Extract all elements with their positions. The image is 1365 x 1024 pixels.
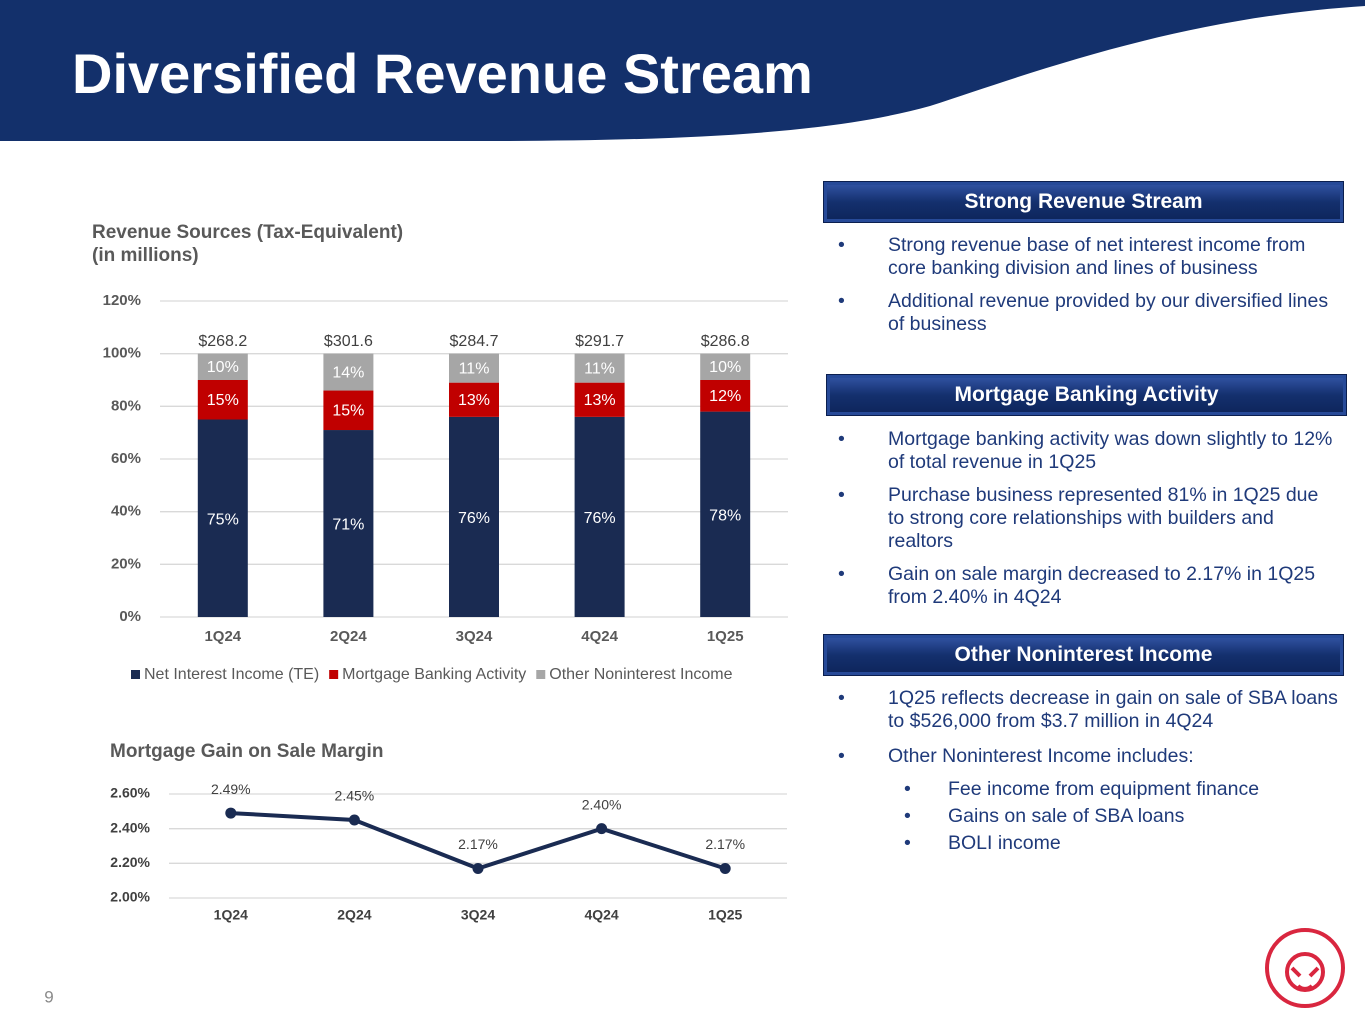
data-label: 2.40% <box>582 796 622 812</box>
bar-segment <box>700 380 751 412</box>
y-tick-label: 80% <box>111 397 141 414</box>
x-tick-label: 3Q24 <box>456 628 493 645</box>
bar-segment <box>700 353 751 380</box>
legend-swatch <box>329 670 339 679</box>
bar-segment <box>449 382 499 417</box>
x-tick-label: 4Q24 <box>584 907 618 923</box>
page-title: Diversified Revenue Stream <box>72 42 813 105</box>
data-label: 78% <box>709 508 741 525</box>
total-annotation: $268.2 <box>198 333 247 350</box>
bullet: Gain on sale margin decreased to 2.17% i… <box>838 563 1338 609</box>
y-tick-label: 120% <box>103 292 141 309</box>
x-tick-label: 1Q24 <box>204 628 241 645</box>
bar-segment <box>574 416 625 617</box>
data-label: 71% <box>332 517 364 534</box>
page-number: 9 <box>44 987 53 1006</box>
chart-title: Revenue Sources (Tax-Equivalent) <box>92 222 403 243</box>
data-label: 2.49% <box>211 781 251 797</box>
sub-bullet: Fee income from equipment finance <box>838 778 1338 801</box>
total-annotation: $301.6 <box>324 333 373 350</box>
sub-bullet: BOLI income <box>838 832 1338 855</box>
bar-segment <box>323 353 374 391</box>
bullet: 1Q25 reflects decrease in gain on sale o… <box>838 687 1338 733</box>
legend-swatch <box>131 670 140 679</box>
bar-segment <box>323 390 374 431</box>
legend-label: Mortgage Banking Activity <box>342 666 526 683</box>
chart-title: Mortgage Gain on Sale Margin <box>110 741 383 762</box>
bullet: Additional revenue provided by our diver… <box>838 290 1338 336</box>
y-tick-label: 2.20% <box>110 854 150 870</box>
y-tick-label: 20% <box>111 555 141 572</box>
bullet: Other Noninterest Income includes: <box>838 745 1338 768</box>
y-tick-label: 100% <box>103 345 141 362</box>
point <box>719 863 731 875</box>
data-label: 15% <box>207 392 239 409</box>
data-label: 13% <box>584 392 616 409</box>
sub-bullet: Gains on sale of SBA loans <box>838 805 1338 828</box>
total-annotation: $291.7 <box>575 333 624 350</box>
header-band <box>0 0 1365 141</box>
chart-subtitle: (in millions) <box>92 245 199 266</box>
data-label: 14% <box>332 364 364 381</box>
data-label: 12% <box>709 388 741 405</box>
y-tick-label: 40% <box>111 503 141 520</box>
bullet: Purchase business represented 81% in 1Q2… <box>838 484 1338 553</box>
bar-segment <box>197 353 248 380</box>
bullet-list: 1Q25 reflects decrease in gain on sale o… <box>838 687 1338 859</box>
x-tick-label: 3Q24 <box>461 907 495 923</box>
bullet-list: Strong revenue base of net interest inco… <box>838 234 1338 346</box>
data-label: 11% <box>584 360 615 377</box>
bar-segment <box>197 380 248 420</box>
data-label: 2.17% <box>705 836 745 852</box>
bar-segment <box>700 411 751 617</box>
data-label: 75% <box>207 511 239 528</box>
bullet: Strong revenue base of net interest inco… <box>838 234 1338 280</box>
panel-heading: Other Noninterest Income <box>823 634 1344 676</box>
y-tick-label: 60% <box>111 450 141 467</box>
panel-heading: Mortgage Banking Activity <box>826 374 1347 416</box>
total-annotation: $284.7 <box>450 333 499 350</box>
data-label: 2.17% <box>458 836 498 852</box>
data-label: 76% <box>458 510 490 527</box>
point <box>348 814 360 826</box>
x-tick-label: 1Q25 <box>708 907 742 923</box>
y-tick-label: 0% <box>119 608 141 625</box>
bar-segment <box>449 353 499 383</box>
data-label: 76% <box>584 510 616 527</box>
bullet: Mortgage banking activity was down sligh… <box>838 428 1338 474</box>
total-annotation: $286.8 <box>701 333 750 350</box>
legend-swatch <box>536 670 546 679</box>
data-label: 2.45% <box>335 788 375 804</box>
x-tick-label: 2Q24 <box>337 907 371 923</box>
legend-label: Net Interest Income (TE) <box>144 666 319 683</box>
legend-label: Other Noninterest Income <box>549 666 732 683</box>
data-label: 10% <box>207 359 239 376</box>
x-tick-label: 1Q25 <box>707 628 744 645</box>
panel-heading: Strong Revenue Stream <box>823 181 1344 223</box>
bar-segment <box>449 416 499 617</box>
bar-segment <box>323 430 374 617</box>
data-label: 11% <box>459 360 490 377</box>
point <box>225 807 237 819</box>
data-label: 13% <box>458 392 490 409</box>
bar-segment <box>574 382 625 417</box>
y-tick-label: 2.00% <box>110 889 150 905</box>
x-tick-label: 4Q24 <box>581 628 618 645</box>
point <box>472 863 484 875</box>
y-tick-label: 2.60% <box>110 785 150 801</box>
bar-segment <box>574 353 625 383</box>
x-tick-label: 2Q24 <box>330 628 367 645</box>
data-label: 15% <box>332 403 364 420</box>
y-tick-label: 2.40% <box>110 819 150 835</box>
point <box>596 823 608 835</box>
logo <box>1265 928 1345 1008</box>
bullet-list: Mortgage banking activity was down sligh… <box>838 428 1338 619</box>
bar-segment <box>197 419 248 617</box>
x-tick-label: 1Q24 <box>214 907 248 923</box>
data-label: 10% <box>709 359 741 376</box>
